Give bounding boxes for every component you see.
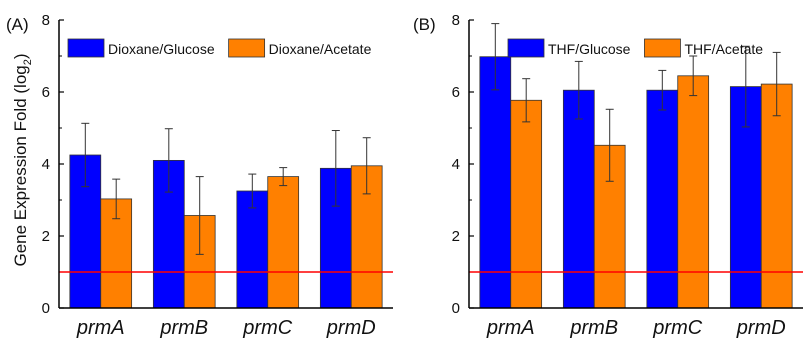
bar-prmA-series1	[479, 56, 512, 309]
y-axis-label-main: Gene Expression Fold (log	[11, 65, 30, 266]
bar-prmC-series2	[267, 176, 300, 309]
bar-prmA-series2	[510, 99, 543, 309]
y-tick-label: 2	[42, 228, 50, 245]
category-label: prmD	[326, 317, 376, 339]
legend-label: Dioxane/Glucose	[108, 41, 215, 57]
category-label: prmB	[569, 317, 618, 339]
y-tick-label: 2	[452, 228, 460, 245]
legend-swatch	[228, 38, 266, 58]
legend-swatch	[67, 38, 105, 58]
legend-label: THF/Glucose	[548, 41, 631, 57]
legend-label: THF/Acetate	[684, 41, 763, 57]
panel-label: (B)	[413, 15, 436, 34]
y-tick-label: 4	[452, 156, 460, 173]
y-tick-label: 0	[42, 300, 50, 317]
y-tick-label: 8	[42, 12, 50, 29]
y-tick-label: 8	[452, 12, 460, 29]
bar-prmC-series1	[646, 89, 679, 309]
panel-label: (A)	[6, 15, 29, 34]
bar-prmC-series2	[677, 75, 710, 309]
category-label: prmC	[652, 317, 702, 339]
legend-label: Dioxane/Acetate	[269, 41, 372, 57]
chart-panel-a: (A) 0 2 4 6 8 prmA prmB prmC prmD Dioxane/Glucose D…	[6, 12, 393, 339]
bar-prmB-series1	[562, 89, 595, 309]
category-label: prmC	[242, 317, 292, 339]
category-label: prmD	[736, 317, 786, 339]
category-label: prmA	[486, 317, 535, 339]
y-tick-label: 0	[452, 300, 460, 317]
legend-swatch	[644, 38, 681, 58]
bar-prmD-series2	[760, 83, 793, 309]
y-tick-label: 6	[42, 84, 50, 101]
y-axis-label-subscript: 2	[22, 59, 34, 65]
y-tick-label: 6	[452, 84, 460, 101]
chart-panel-b: (B) 0 2 4 6 8 prmA prmB prmC prmD THF/Glucose THF/A…	[413, 12, 803, 339]
category-label: prmB	[159, 317, 208, 339]
y-tick-label: 4	[42, 156, 50, 173]
y-axis-label-close: )	[11, 53, 30, 59]
bar-prmC-series1	[236, 190, 269, 309]
legend-swatch	[507, 38, 545, 58]
category-label: prmA	[76, 317, 125, 339]
y-axis-label: Gene Expression Fold (log2)	[11, 53, 34, 266]
